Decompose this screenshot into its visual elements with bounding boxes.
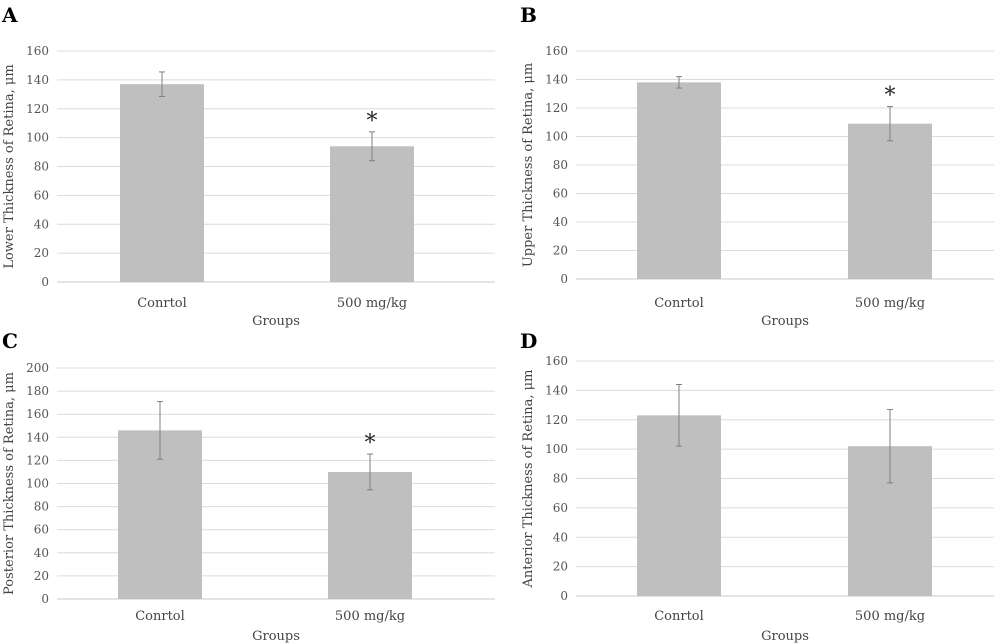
bar <box>848 123 932 279</box>
y-tick-label: 180 <box>26 384 49 398</box>
x-tick-label: Conrtol <box>654 296 704 311</box>
y-tick-label: 160 <box>545 44 568 58</box>
y-tick-label: 80 <box>553 158 568 172</box>
y-tick-label: 140 <box>26 73 49 87</box>
y-tick-label: 160 <box>26 407 49 421</box>
y-tick-label: 120 <box>545 101 568 115</box>
y-tick-label: 140 <box>545 73 568 87</box>
y-tick-label: 0 <box>560 589 568 603</box>
y-tick-label: 120 <box>545 413 568 427</box>
x-tick-label: 500 mg/kg <box>855 609 925 624</box>
significance-marker: * <box>885 84 896 109</box>
y-tick-label: 120 <box>26 453 49 467</box>
y-tick-label: 60 <box>34 523 49 537</box>
y-tick-label: 40 <box>34 546 49 560</box>
y-tick-label: 80 <box>553 472 568 486</box>
y-tick-label: 140 <box>26 430 49 444</box>
x-axis-title: Groups <box>252 629 300 643</box>
x-tick-label: 500 mg/kg <box>335 609 405 624</box>
bar <box>330 146 414 282</box>
significance-marker: * <box>367 109 378 134</box>
panel-label: D <box>520 329 537 353</box>
y-tick-label: 60 <box>553 501 568 515</box>
y-tick-label: 140 <box>545 383 568 397</box>
y-tick-label: 20 <box>553 560 568 574</box>
y-tick-label: 60 <box>553 187 568 201</box>
y-tick-label: 100 <box>545 442 568 456</box>
y-axis-title: Upper Thickness of Retina, μm <box>521 63 536 267</box>
x-tick-label: Conrtol <box>137 296 187 311</box>
x-axis-title: Groups <box>761 629 809 643</box>
bar <box>328 471 412 599</box>
y-tick-label: 20 <box>553 244 568 258</box>
y-tick-label: 40 <box>553 530 568 544</box>
y-axis-title: Anterior Thickness of Retina, μm <box>521 370 536 589</box>
y-tick-label: 100 <box>26 477 49 491</box>
y-tick-label: 160 <box>545 354 568 368</box>
y-tick-label: 80 <box>34 160 49 174</box>
x-tick-label: 500 mg/kg <box>337 296 407 311</box>
x-axis-title: Groups <box>252 314 300 329</box>
y-tick-label: 60 <box>34 188 49 202</box>
y-tick-label: 160 <box>26 44 49 58</box>
x-tick-label: Conrtol <box>135 609 185 624</box>
y-axis-title: Lower Thickness of Retina, μm <box>2 64 17 268</box>
y-tick-label: 80 <box>34 500 49 514</box>
y-tick-label: 20 <box>34 569 49 583</box>
y-tick-label: 0 <box>41 592 49 606</box>
y-tick-label: 20 <box>34 246 49 260</box>
y-tick-label: 120 <box>26 102 49 116</box>
panel-label: C <box>2 329 18 353</box>
y-axis-title: Posterior Thickness of Retina, μm <box>2 372 17 595</box>
y-tick-label: 40 <box>34 217 49 231</box>
bar <box>637 82 721 279</box>
bar <box>120 84 204 282</box>
panel-label: B <box>520 3 537 27</box>
y-tick-label: 0 <box>41 275 49 289</box>
significance-marker: * <box>365 431 376 456</box>
y-tick-label: 100 <box>545 130 568 144</box>
y-tick-label: 200 <box>26 361 49 375</box>
x-axis-title: Groups <box>761 314 809 329</box>
y-tick-label: 0 <box>560 272 568 286</box>
x-tick-label: 500 mg/kg <box>855 296 925 311</box>
panel-label: A <box>1 3 18 27</box>
y-tick-label: 100 <box>26 131 49 145</box>
x-tick-label: Conrtol <box>654 609 704 624</box>
y-tick-label: 40 <box>553 215 568 229</box>
